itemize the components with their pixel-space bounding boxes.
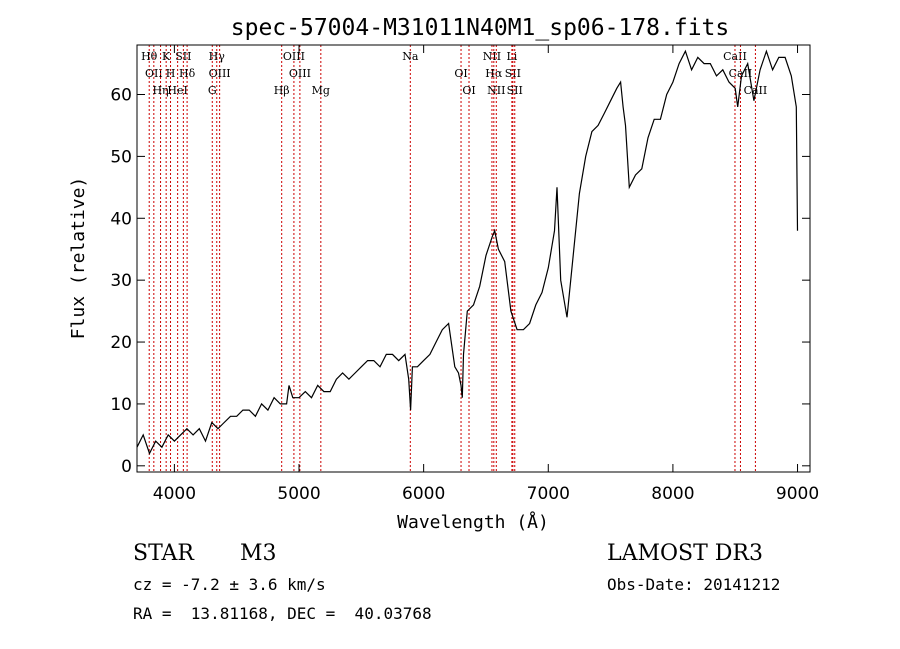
spectral-line-label: HeI [167,84,187,97]
spectral-subclass: M3 [240,541,277,566]
y-tick-label: 10 [110,395,132,415]
spectral-line-label: G [208,84,217,97]
spectral-line-label: CaII [729,67,753,80]
x-tick-label: 9000 [776,484,819,504]
spectral-line-label: Hα [485,67,503,80]
plot-frame [136,44,811,473]
y-tick-label: 20 [110,333,132,353]
x-tick-label: 6000 [402,484,445,504]
y-tick-label: 30 [110,271,132,291]
y-tick-label: 0 [121,457,132,477]
spectral-line-label: SII [505,67,521,80]
x-axis-label: Wavelength (Å) [397,511,549,533]
object-class: STAR [133,541,194,566]
spectral-line-label: OII [145,67,163,80]
spectral-line-label: NII [487,84,505,97]
survey-label: LAMOST DR3 [607,541,763,566]
coordinates: RA = 13.81168, DEC = 40.03768 [133,604,432,623]
y-axis-label: Flux (relative) [68,177,89,340]
spectral-line-label: Li [506,50,517,63]
spectrum-series-line [136,49,799,455]
spectral-line-label: Mg [312,84,330,97]
spectral-line-label: OIII [209,67,231,80]
spectral-line-label: Hη [152,84,168,97]
spectral-line-label: OIII [283,50,305,63]
spectral-line-label: OI [454,67,467,80]
spectral-line-label: Hβ [274,84,290,97]
y-tick-label: 50 [110,147,132,167]
axis-ticks-layer: 4000 5000 6000 7000 8000 9000 0 10 20 30 40 50 60 [110,45,819,504]
x-tick-label: 8000 [651,484,694,504]
y-tick-label: 60 [110,86,132,106]
spectral-line-label: Na [402,50,419,63]
spectral-line-label: OI [462,84,475,97]
observation-date: Obs-Date: 20141212 [607,575,781,594]
spectral-line-label: OIII [289,67,311,80]
spectral-line-label: Hδ [179,67,196,80]
spectral-line-label: CaII [723,50,747,63]
x-tick-label: 7000 [527,484,570,504]
spectral-line-label: SII [175,50,191,63]
spectral-line-label: Hγ [209,50,226,63]
x-tick-label: 5000 [277,484,320,504]
y-tick-label: 40 [110,209,132,229]
spectral-line-label: SII [507,84,523,97]
chart-title: spec-57004-M31011N40M1_sp06-178.fits [231,15,730,41]
spectral-lines-layer: HθOIIHηKHHeISIIHδGHγOIIIHβOIIIOIIIMgNaOI… [141,45,767,472]
redshift-velocity: cz = -7.2 ± 3.6 km/s [133,575,326,594]
spectral-line-label: NII [483,50,501,63]
x-tick-label: 4000 [153,484,196,504]
spectral-line-label: K [162,50,171,63]
spectral-line-label: Hθ [141,50,158,63]
spectral-line-label: H [166,67,176,80]
